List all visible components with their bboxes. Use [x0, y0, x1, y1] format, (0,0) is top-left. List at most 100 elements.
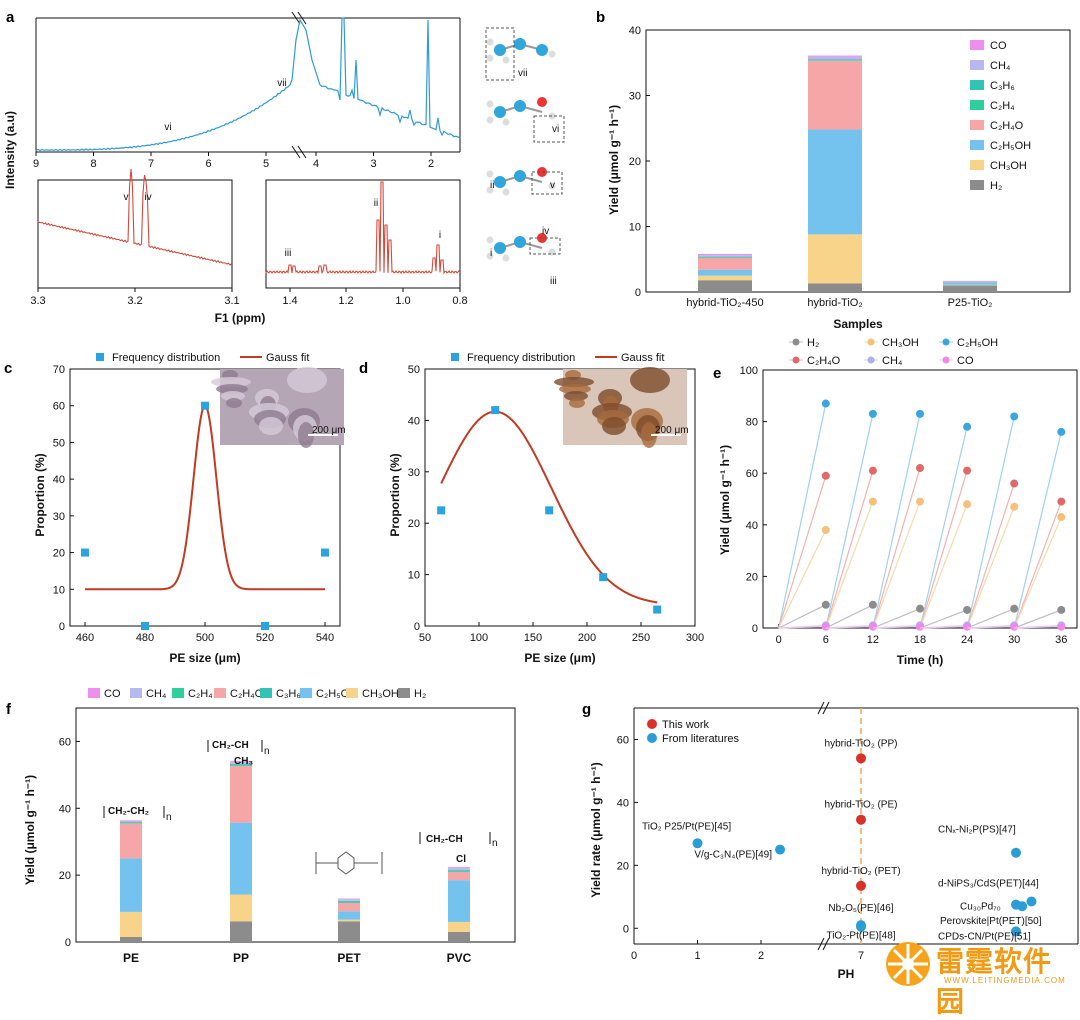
legend-label: C₂H₄O [807, 355, 841, 367]
particle [641, 422, 657, 448]
legend-marker [792, 338, 800, 346]
legend-swatch [130, 688, 142, 698]
bar-segment [943, 284, 997, 286]
legend-label: CO [104, 688, 121, 700]
peak-label-ii: ii [374, 198, 378, 209]
hydrogen-atom [502, 188, 510, 196]
bar-segment [120, 823, 142, 859]
tick-label: 9 [33, 158, 39, 170]
mol-label-i: i [490, 248, 492, 259]
bar-segment [698, 257, 752, 270]
data-point-literature [775, 844, 786, 855]
data-point [963, 605, 972, 614]
legend-marker [792, 356, 800, 364]
panel-label-e: e [713, 365, 721, 382]
bar-segment [448, 868, 470, 870]
axis-label-y: Yield (μmol g⁻¹ h⁻¹) [718, 445, 732, 555]
category-label: hybrid-TiO₂-450 [686, 297, 763, 309]
particle [564, 391, 588, 401]
tick-label: 8 [90, 158, 96, 170]
data-point [963, 422, 972, 431]
axis-label-x: Samples [833, 317, 883, 331]
data-point [1010, 502, 1019, 511]
hydrogen-atom [548, 50, 556, 58]
particle [630, 367, 670, 393]
tick-label: 20 [408, 518, 420, 530]
legend-marker [867, 356, 875, 364]
tick-label: 50 [408, 364, 420, 376]
legend-label: C₃H₆ [990, 80, 1015, 92]
series-line [919, 470, 968, 629]
hydrogen-atom [486, 170, 494, 178]
axis-label-x: F1 (ppm) [215, 311, 266, 325]
legend-swatch [970, 80, 984, 90]
carbon-atom [536, 44, 548, 56]
tick-label: 7 [858, 950, 864, 962]
mol-label-ii: ii [490, 180, 494, 191]
legend-label: C₂H₄O [990, 120, 1024, 132]
series-line [1013, 516, 1062, 629]
panel-label-b: b [596, 9, 605, 26]
tick-label: 10 [408, 570, 420, 582]
tick-label: 36 [1055, 634, 1067, 646]
structure-pe: CH₂-CH₂ [108, 806, 149, 817]
axis-label-y: Yield (μmol g⁻¹ h⁻¹) [23, 775, 37, 885]
peak-label-iii: iii [285, 248, 292, 259]
legend-label: Frequency distribution [112, 352, 220, 364]
axis-label-y: Proportion (%) [388, 453, 402, 536]
inset2-frame [265, 179, 461, 289]
bar-segment [338, 899, 360, 901]
bar-segment [448, 869, 470, 871]
data-point [201, 401, 209, 410]
data-point-literature [856, 921, 866, 932]
tick-label: 40 [746, 520, 758, 532]
tick-label: 30 [1008, 634, 1020, 646]
legend-label: H₂ [414, 688, 426, 700]
hydrogen-atom [502, 56, 510, 64]
plot-frame [424, 368, 696, 627]
tick-label: 520 [256, 632, 274, 644]
legend-label: C₂H₅OH [957, 337, 998, 349]
particle [221, 391, 245, 401]
data-point [916, 464, 924, 473]
bar-segment [808, 60, 862, 61]
data-point [821, 399, 830, 408]
series-line [825, 413, 874, 629]
tick-label: 40 [59, 803, 71, 815]
bar-segment [120, 821, 142, 823]
category-label: P25-TiO₂ [948, 297, 993, 309]
point-label: hybrid-TiO₂ (PET) [821, 866, 900, 877]
peak-label-vi: vi [164, 122, 171, 133]
tick-label: 0 [635, 287, 641, 299]
tick-label: 20 [746, 571, 758, 583]
bar-segment [120, 936, 142, 942]
bar-segment [230, 762, 252, 764]
series-line [1014, 626, 1062, 629]
legend-label: CH₃OH [990, 160, 1027, 172]
tick-label: 200 [578, 632, 596, 644]
series-line [825, 604, 874, 629]
category-label: PP [233, 951, 249, 965]
peak-label-iv: iv [144, 192, 151, 203]
tick-label: 1.4 [282, 295, 297, 307]
tick-label: 0.8 [452, 295, 467, 307]
tick-label: 6 [823, 634, 829, 646]
data-point [821, 622, 830, 631]
mol-label-iii: iii [550, 276, 557, 287]
axis-break [817, 701, 825, 715]
carbon-atom [494, 176, 506, 188]
legend-swatch [346, 688, 358, 698]
tick-label: 20 [53, 548, 65, 560]
bar-segment [698, 254, 752, 256]
data-point [868, 600, 877, 609]
tick-label: 60 [746, 468, 758, 480]
bar-segment [808, 55, 862, 57]
tick-label: 18 [914, 634, 926, 646]
particle [569, 398, 585, 408]
axis-label-x: PE size (μm) [169, 651, 240, 665]
tick-label: 7 [148, 158, 154, 170]
legend-swatch [398, 688, 410, 698]
series-line [919, 503, 968, 629]
axis-break [297, 145, 307, 159]
tick-label: 1.2 [338, 295, 353, 307]
